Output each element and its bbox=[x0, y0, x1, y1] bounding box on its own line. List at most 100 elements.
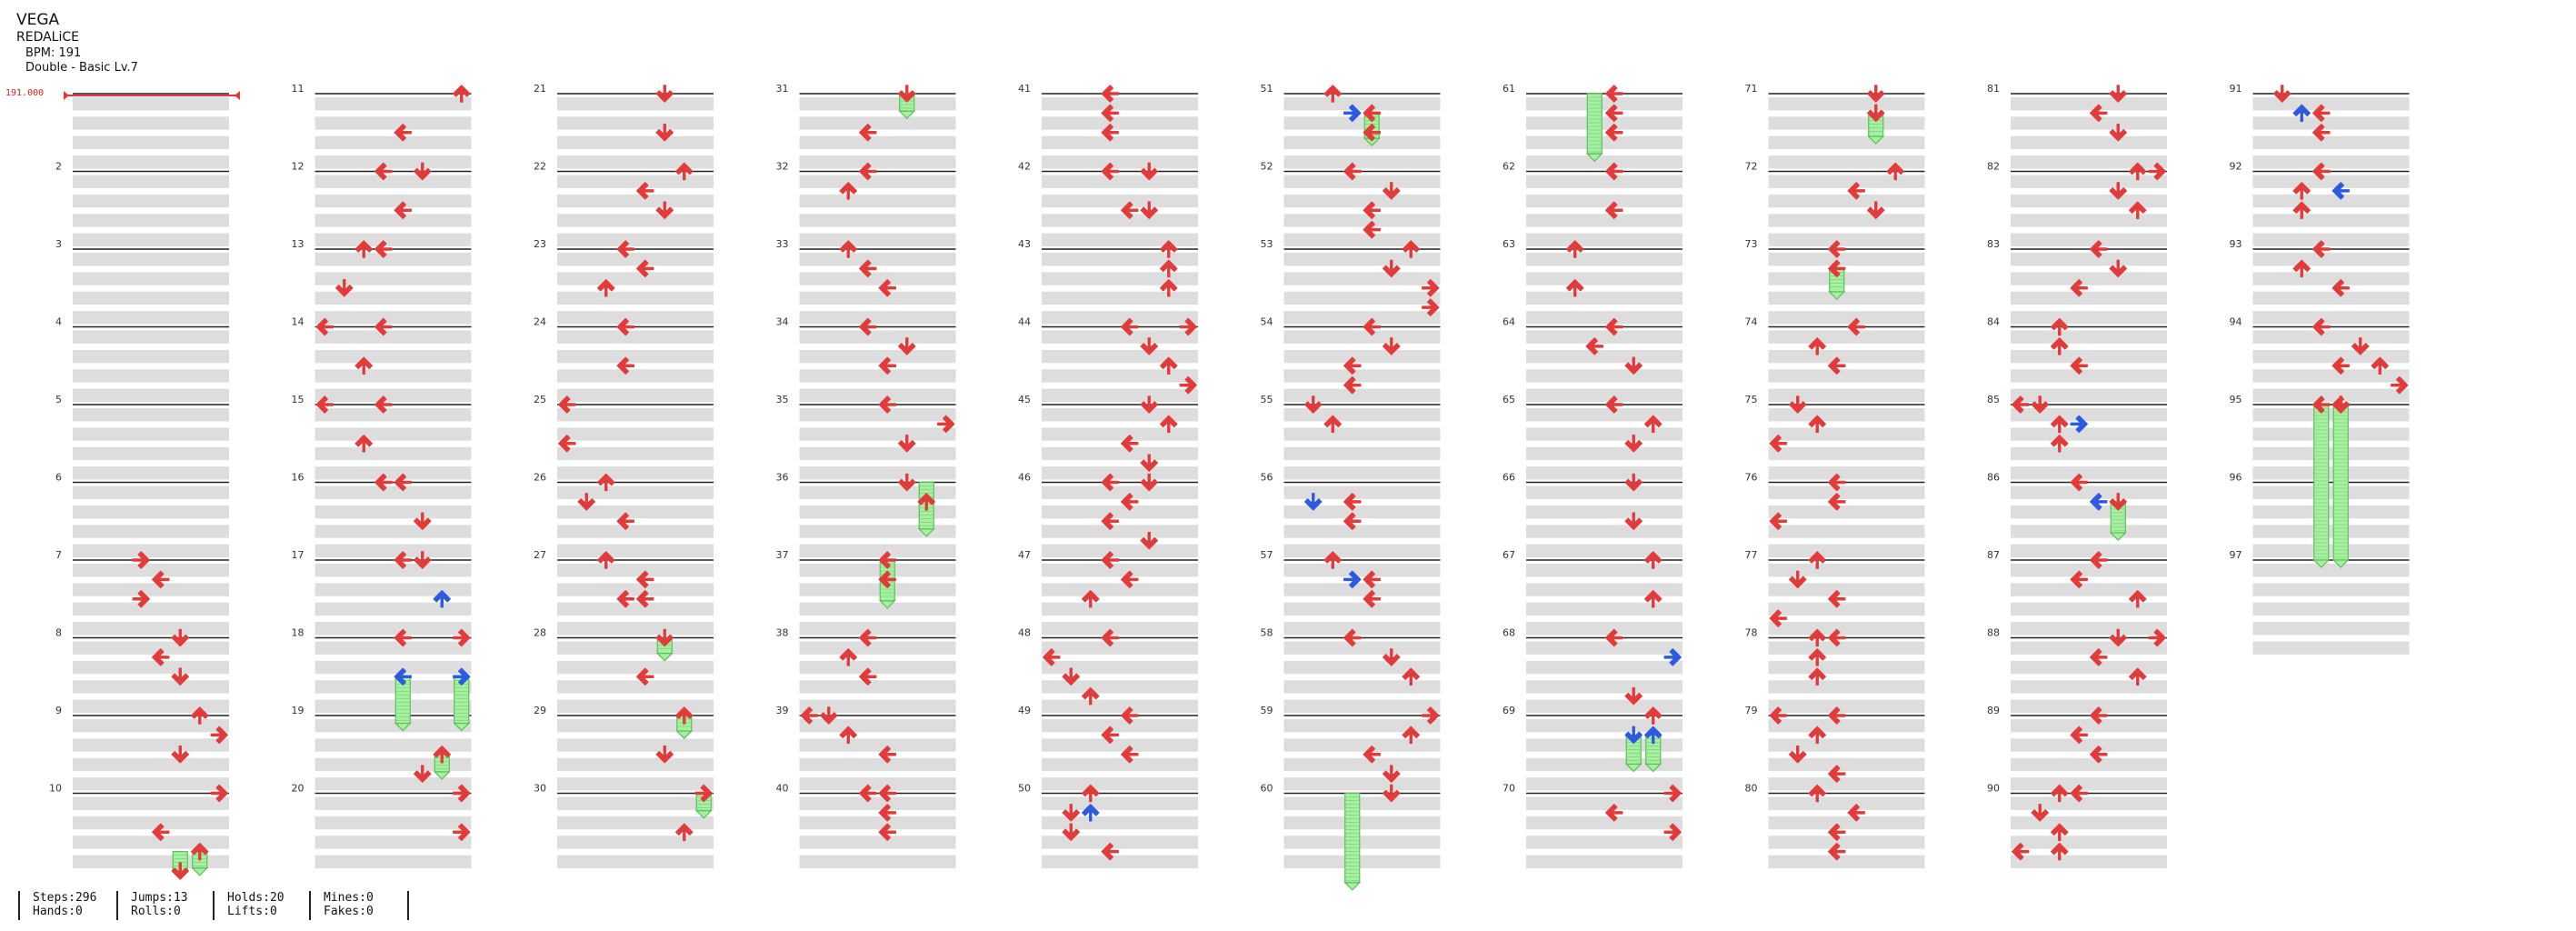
arrow-shape bbox=[1363, 590, 1381, 608]
measure-83 bbox=[2011, 248, 2167, 325]
arrow-shape bbox=[191, 706, 209, 725]
beat-band bbox=[1042, 738, 1198, 752]
beat-band bbox=[1768, 446, 1925, 461]
arrow-left-icon bbox=[394, 124, 412, 142]
measure-33 bbox=[799, 248, 956, 325]
beat-band bbox=[1042, 505, 1198, 519]
arrow-up-icon bbox=[1160, 356, 1178, 375]
bpm-change-end-icon bbox=[235, 91, 240, 100]
measure-number: 16 bbox=[292, 472, 305, 484]
measure-number: 36 bbox=[776, 472, 789, 484]
arrow-down-icon bbox=[655, 85, 674, 103]
arrow-down-icon bbox=[171, 667, 189, 686]
measure-number: 90 bbox=[1987, 783, 2000, 795]
beat-band bbox=[1526, 175, 1682, 188]
arrow-shape bbox=[1566, 279, 1584, 297]
arrow-shape bbox=[1402, 726, 1420, 745]
beat-band bbox=[1768, 583, 1925, 596]
measure-grid bbox=[73, 93, 2410, 868]
arrow-shape bbox=[2051, 337, 2069, 355]
arrow-right-icon bbox=[1422, 298, 1440, 316]
arrow-up-icon bbox=[1886, 162, 1904, 181]
arrow-shape bbox=[898, 473, 916, 492]
hold-note bbox=[2312, 404, 2331, 568]
arrow-up-icon bbox=[1808, 628, 1826, 647]
arrow-down-icon bbox=[1140, 201, 1158, 219]
beat-band bbox=[799, 796, 956, 810]
beat-band bbox=[1526, 641, 1682, 655]
beat-band bbox=[1283, 505, 1441, 519]
beat-band bbox=[73, 757, 229, 772]
arrow-shape bbox=[839, 182, 857, 200]
arrow-shape bbox=[1062, 804, 1080, 822]
arrow-right-icon bbox=[1343, 570, 1362, 589]
arrow-right-icon bbox=[1179, 375, 1197, 395]
arrow-down-icon bbox=[655, 124, 674, 142]
beat-band bbox=[1283, 253, 1441, 266]
arrow-down-icon bbox=[2351, 337, 2370, 355]
beat-band bbox=[2011, 525, 2167, 538]
beat-band bbox=[1768, 427, 1925, 441]
measure-number: 31 bbox=[776, 83, 789, 95]
arrow-shape bbox=[1082, 686, 1100, 706]
arrow-shape bbox=[1808, 337, 1826, 355]
arrow-shape bbox=[1062, 823, 1080, 841]
hold-note bbox=[2109, 501, 2127, 541]
arrow-left-icon bbox=[1828, 590, 1846, 608]
beat-band bbox=[2252, 486, 2410, 499]
beat-band bbox=[2252, 253, 2410, 266]
arrow-up-icon bbox=[1160, 240, 1178, 258]
arrow-left-icon bbox=[2090, 493, 2108, 511]
hold-note bbox=[1867, 112, 1885, 145]
arrow-up-icon bbox=[1323, 415, 1342, 434]
hold-tail bbox=[1644, 763, 1662, 773]
beat-band bbox=[1283, 369, 1441, 383]
measure-number: 22 bbox=[534, 161, 546, 173]
beat-band bbox=[2011, 233, 2167, 246]
arrow-left-icon bbox=[2090, 746, 2108, 764]
arrow-left-icon bbox=[2312, 240, 2331, 258]
beat-band bbox=[799, 583, 956, 596]
beat-band bbox=[799, 466, 956, 480]
beat-band bbox=[2011, 135, 2167, 150]
arrow-shape bbox=[558, 435, 576, 453]
measure-number: 59 bbox=[1261, 705, 1273, 716]
arrow-up-icon bbox=[2051, 337, 2069, 355]
beat-band bbox=[2252, 466, 2410, 480]
hold-note bbox=[2331, 404, 2350, 568]
measure-66 bbox=[1526, 481, 1682, 557]
arrow-down-icon bbox=[1867, 201, 1885, 219]
beat-band bbox=[1768, 349, 1925, 364]
beat-band bbox=[2252, 214, 2410, 227]
arrow-left-icon bbox=[1363, 220, 1381, 239]
beat-band bbox=[1526, 680, 1682, 694]
measure-number: 95 bbox=[2230, 394, 2242, 405]
beat-band bbox=[73, 486, 229, 499]
arrow-up-icon bbox=[1082, 686, 1100, 706]
arrow-left-icon bbox=[1828, 823, 1846, 841]
arrow-shape bbox=[374, 162, 393, 181]
arrow-up-icon bbox=[433, 746, 451, 764]
arrow-left-icon bbox=[2090, 104, 2108, 123]
beat-band bbox=[557, 836, 714, 849]
arrow-left-icon bbox=[1605, 201, 1623, 219]
arrow-left-icon bbox=[859, 667, 877, 686]
arrow-shape bbox=[1304, 493, 1323, 511]
arrow-shape bbox=[859, 317, 877, 336]
arrow-left-icon bbox=[1828, 473, 1846, 492]
arrow-left-icon bbox=[1101, 628, 1119, 647]
arrow-up-icon bbox=[1808, 648, 1826, 666]
beat-band bbox=[1768, 369, 1925, 383]
arrow-shape bbox=[1101, 124, 1119, 142]
arrow-right-icon bbox=[1179, 317, 1197, 336]
arrow-shape bbox=[2292, 182, 2311, 200]
beat-band bbox=[2252, 427, 2410, 441]
beat-band bbox=[2252, 97, 2410, 111]
beat-band bbox=[1283, 349, 1441, 364]
beat-band bbox=[1042, 525, 1198, 538]
arrow-shape bbox=[2090, 648, 2108, 666]
beat-band bbox=[1283, 738, 1441, 752]
arrow-shape bbox=[2129, 201, 2147, 219]
beat-band bbox=[799, 330, 956, 344]
beat-band bbox=[1526, 388, 1682, 402]
